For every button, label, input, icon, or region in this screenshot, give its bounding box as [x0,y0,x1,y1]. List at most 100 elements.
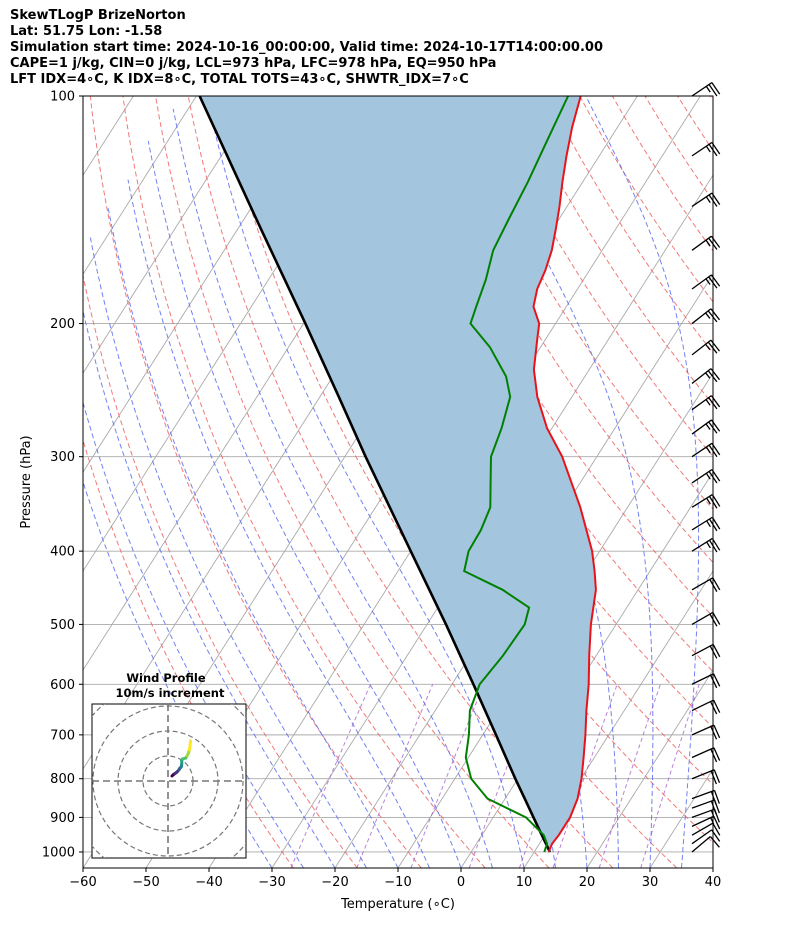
barb-half-flag [705,472,711,480]
barb-half-flag [705,423,711,430]
barb-shaft [691,82,713,97]
barb-flag [712,673,721,687]
wind-barb [691,419,721,435]
cape-area [199,96,596,852]
barb-half-flag [705,196,711,203]
moist-adiabat [107,205,399,868]
barb-shaft [691,339,712,356]
x-tick-label: −50 [132,875,159,890]
wind-barb [691,274,721,290]
barb-shaft [691,611,714,625]
barb-flag [709,701,718,715]
barb-flag [711,538,721,551]
x-tick-label: −60 [69,875,96,890]
barb-flag [710,800,717,815]
dry-adiabat [743,96,794,868]
barb-flag [710,308,721,321]
barb-shaft [691,836,711,853]
barb-flag [710,748,718,763]
hodograph-area [92,704,246,858]
barb-shaft [691,829,713,845]
x-tick-label: 40 [705,875,722,890]
data-layer [198,96,597,853]
isotherm-gridline [83,96,197,275]
moist-adiabat [585,96,700,868]
barb-flag [713,747,721,761]
wind-barb [691,516,721,532]
barb-flag [709,836,720,848]
barb-shaft [691,368,712,384]
barb-shaft [691,494,713,508]
dewpoint-line [463,96,570,853]
x-tick-label: −10 [384,875,411,890]
x-tick-label: 0 [457,875,465,890]
inset-subtitle: 10m/s increment [116,686,225,700]
mixing-ratio-line [410,684,485,868]
barb-shaft [691,235,712,251]
time-line: Simulation start time: 2024-10-16_00:00:… [10,40,603,55]
barb-flag [713,815,721,830]
isotherm-gridline [776,96,794,868]
barb-flag [710,770,717,785]
barb-half-flag [706,520,711,528]
x-tick-label: 10 [516,875,533,890]
chart-header: SkewTLogP BrizeNorton Lat: 51.75 Lon: -1… [10,8,603,88]
hodograph-segment [188,739,192,748]
moist-adiabat [172,108,493,868]
wind-barb [691,577,721,592]
wind-barbs [691,82,721,853]
moist-adiabat [127,179,430,868]
isotherm-gridline [586,669,713,868]
dry-adiabat [644,96,713,202]
barb-flag [712,699,721,713]
wind-barb [691,82,721,97]
moist-adiabat [89,237,367,868]
barb-flag [710,368,721,381]
barb-half-flag [705,446,711,454]
moist-adiabat [206,96,525,868]
parcel-profile-line [198,96,552,853]
x-tick-label: −30 [258,875,285,890]
dry-adiabat [122,96,486,868]
moist-adiabat [712,863,713,868]
wind-barb [691,368,721,384]
dry-adiabat [579,96,713,303]
wind-barb [691,822,721,836]
moist-adiabat [83,308,336,868]
wind-barb [691,789,720,805]
y-tick-label: 200 [50,317,75,332]
barb-flag [711,516,721,530]
barb-flag [711,494,721,507]
barb-flag [713,769,721,783]
barb-shaft [691,274,712,290]
y-tick-label: 400 [50,545,75,560]
temperature-line [532,96,597,853]
axis-ticks: −60 −50 −40 −30 −20 −10 0 10 20 30 40 100 200 300 400 5… [42,90,721,891]
wind-barb [691,747,721,763]
y-tick-label: 900 [50,811,75,826]
barb-shaft [691,724,715,736]
y-tick-label: 1000 [42,845,75,860]
isotherm-gridline [334,273,713,868]
barb-shaft [691,799,715,809]
isotherm-gridline [712,867,713,868]
barb-flag [710,726,718,740]
barb-shaft [691,577,714,591]
y-axis-label: Pressure (hPa) [19,435,34,528]
wind-barb [691,537,721,553]
wind-barb [691,643,721,659]
barb-flag [713,790,720,804]
wind-barb [691,235,721,251]
wind-barb [691,469,721,484]
barb-shaft [691,699,714,712]
barb-half-flag [705,239,711,247]
y-tick-label: 500 [50,618,75,633]
x-tick-label: 30 [642,875,659,890]
y-tick-label: 600 [50,678,75,693]
wind-barb [691,699,721,715]
barb-flag [709,645,718,659]
wind-barb [691,192,721,208]
x-tick-label: −20 [321,875,348,890]
barb-flag [708,84,718,97]
